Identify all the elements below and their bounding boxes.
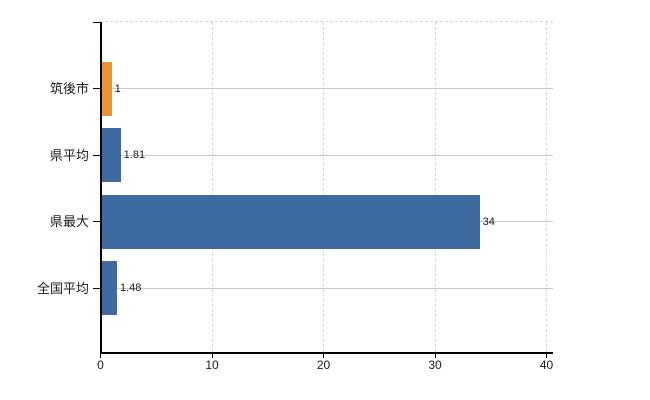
bar-comparison (101, 194, 480, 249)
bar-comparison (101, 261, 117, 315)
y-axis-top-tick (93, 21, 101, 23)
category-center-line (101, 154, 553, 156)
x-tick-label: 40 (539, 358, 554, 372)
x-axis-tick (323, 352, 324, 358)
category-label: 県最大 (49, 214, 89, 229)
vertical-gridline (211, 22, 213, 352)
y-axis-tick (93, 287, 101, 289)
x-tick-label: 0 (97, 358, 104, 372)
bar-value-label: 1 (114, 82, 121, 95)
category-center-line (101, 287, 553, 289)
category-label: 全国平均 (36, 280, 89, 296)
x-tick-label: 10 (205, 358, 219, 372)
plot-top-border (100, 21, 553, 22)
vertical-gridline (434, 22, 436, 352)
x-axis-line (100, 352, 553, 354)
vertical-gridline (323, 22, 324, 352)
x-axis-tick (211, 352, 213, 358)
x-tick-label: 30 (428, 358, 442, 372)
bar-value-label: 1.48 (120, 282, 142, 294)
bar-value-label: 1.81 (123, 149, 146, 161)
bar-comparison (101, 128, 121, 182)
y-axis-tick (93, 221, 101, 222)
x-tick-label: 20 (316, 358, 331, 372)
bar-value-label: 34 (482, 215, 495, 228)
x-axis-tick (100, 352, 101, 358)
vertical-gridline (546, 22, 547, 352)
category-label: 筑後市 (49, 81, 89, 96)
y-axis-line (100, 22, 102, 353)
category-center-line (101, 88, 553, 89)
x-axis-tick (434, 352, 436, 358)
x-axis-tick (546, 352, 547, 358)
y-axis-tick (93, 88, 101, 89)
category-label: 県平均 (49, 147, 89, 163)
bar-highlight (101, 61, 112, 116)
y-axis-tick (93, 154, 101, 156)
